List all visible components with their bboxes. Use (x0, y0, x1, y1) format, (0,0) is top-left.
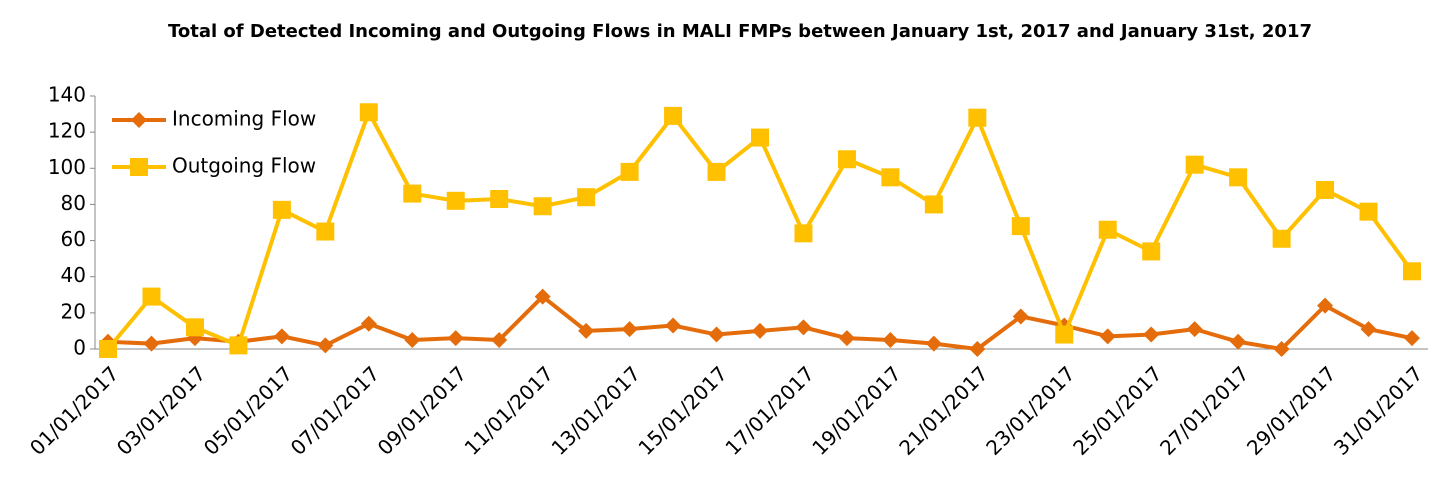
data-point (578, 322, 595, 339)
data-point (795, 319, 812, 336)
data-point (1316, 180, 1335, 199)
legend-label: Outgoing Flow (172, 154, 316, 178)
data-point (1230, 333, 1247, 350)
data-point (838, 330, 855, 347)
data-point (1403, 262, 1421, 281)
series-line (106, 110, 1414, 351)
data-point (229, 336, 248, 355)
data-point (273, 328, 290, 345)
data-point (881, 168, 900, 187)
data-point (317, 337, 334, 354)
x-tick-label: 27/01/2017 (1155, 361, 1253, 459)
legend-marker (131, 112, 147, 128)
data-point (185, 318, 204, 337)
y-tick-label: 0 (73, 336, 86, 360)
x-tick-label: 15/01/2017 (633, 361, 731, 459)
data-point (99, 340, 117, 358)
data-point (1055, 325, 1074, 344)
data-point (1359, 202, 1378, 221)
x-tick-label: 01/01/2017 (25, 361, 123, 459)
data-point (620, 162, 639, 181)
y-tick-label: 140 (48, 83, 86, 107)
x-tick-label: 23/01/2017 (981, 361, 1079, 459)
data-point (1317, 297, 1334, 314)
legend-label: Incoming Flow (172, 107, 316, 131)
data-point (621, 321, 638, 338)
data-point (969, 341, 986, 357)
data-point (794, 224, 813, 243)
x-tick-label: 05/01/2017 (199, 361, 297, 459)
y-tick-label: 100 (48, 155, 86, 179)
data-point (1186, 321, 1203, 338)
data-point (447, 330, 464, 347)
data-point (404, 331, 421, 348)
legend-marker (130, 158, 148, 176)
data-point (968, 108, 987, 127)
data-point (491, 331, 508, 348)
x-tick-label: 25/01/2017 (1068, 361, 1166, 459)
x-tick-label: 19/01/2017 (807, 361, 905, 459)
y-tick-label: 80 (61, 191, 86, 215)
data-point (316, 222, 335, 241)
data-point (924, 195, 943, 214)
data-point (665, 317, 682, 334)
data-point (1272, 229, 1291, 248)
data-point (707, 162, 726, 181)
data-point (708, 326, 725, 343)
data-point (1012, 308, 1029, 325)
data-point (577, 188, 596, 207)
data-point (272, 200, 291, 219)
data-point (534, 288, 551, 305)
y-tick-label: 120 (48, 119, 86, 143)
x-tick-label: 07/01/2017 (286, 361, 384, 459)
x-tick-label: 29/01/2017 (1242, 361, 1340, 459)
data-point (1143, 326, 1160, 343)
data-point (1404, 330, 1420, 347)
y-tick-label: 40 (61, 263, 86, 287)
data-point (143, 335, 160, 352)
data-point (1185, 155, 1204, 174)
x-tick-label: 31/01/2017 (1329, 361, 1427, 459)
data-point (360, 315, 377, 332)
x-tick-label: 03/01/2017 (112, 361, 210, 459)
data-point (837, 150, 856, 169)
data-point (533, 197, 552, 216)
data-point (1011, 217, 1030, 236)
data-point (446, 191, 465, 210)
data-point (490, 190, 509, 209)
series-line (107, 294, 1413, 351)
x-tick-label: 09/01/2017 (373, 361, 471, 459)
data-point (1098, 220, 1117, 239)
data-point (751, 128, 769, 147)
data-point (1273, 341, 1290, 357)
y-tick-label: 20 (61, 299, 86, 323)
data-point (752, 322, 768, 339)
data-point (1229, 168, 1248, 187)
data-point (1360, 321, 1377, 338)
chart-title: Total of Detected Incoming and Outgoing … (168, 21, 1312, 42)
data-point (925, 335, 942, 352)
data-point (664, 106, 683, 125)
data-point (1099, 328, 1116, 345)
data-point (882, 331, 899, 348)
x-tick-label: 13/01/2017 (547, 361, 645, 459)
data-point (403, 184, 422, 203)
data-point (1142, 242, 1161, 261)
x-tick-label: 17/01/2017 (720, 361, 818, 459)
x-tick-label: 11/01/2017 (460, 361, 558, 459)
data-point (142, 287, 161, 306)
data-point (359, 103, 378, 122)
y-tick-label: 60 (61, 227, 86, 251)
x-tick-label: 21/01/2017 (894, 361, 992, 459)
